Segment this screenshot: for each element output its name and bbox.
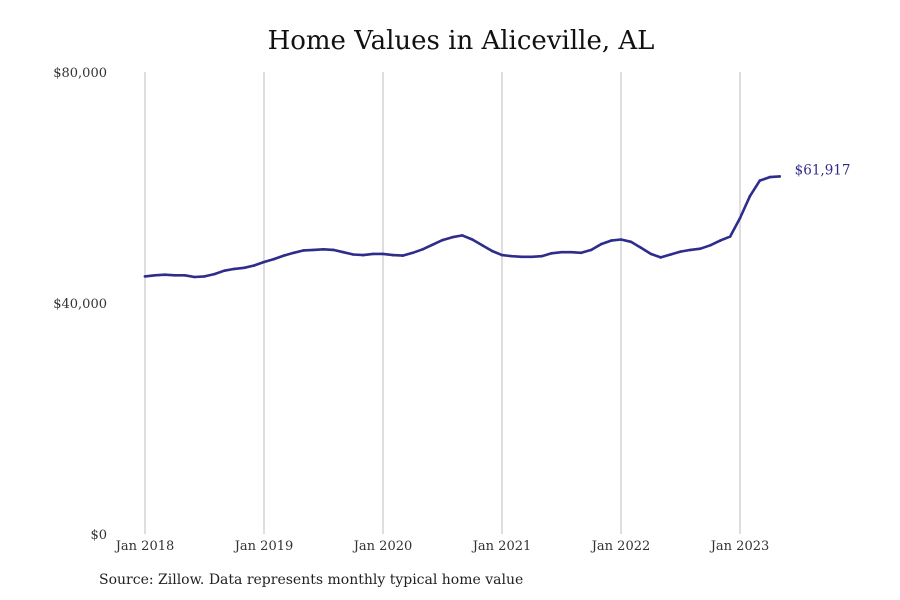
y-tick-label: $0 [90, 528, 107, 543]
data-point [223, 269, 226, 273]
series-line [143, 175, 781, 279]
data-point [292, 251, 296, 255]
y-tick-label: $80,000 [53, 66, 107, 81]
x-tick-label: Jan 2021 [471, 539, 532, 554]
y-tick-label: $40,000 [53, 297, 107, 312]
data-point [411, 251, 415, 255]
data-point [203, 275, 206, 278]
data-point [471, 238, 474, 241]
data-point [778, 175, 781, 178]
data-point [669, 253, 672, 256]
x-tick-label: Jan 2022 [590, 539, 651, 554]
end-value-label: $61,917 [795, 162, 851, 178]
data-point [570, 250, 573, 254]
y-axis-ticks: $0 $40,000 $80,000 [53, 66, 107, 543]
data-point [500, 253, 504, 257]
data-point [252, 264, 256, 267]
data-point [599, 242, 603, 246]
chart-title: Home Values in Aliceville, AL [267, 26, 655, 56]
data-point [461, 234, 464, 237]
x-tick-label: Jan 2020 [352, 539, 413, 554]
data-point [272, 257, 276, 261]
data-point [580, 251, 583, 255]
x-tick-label: Jan 2023 [709, 539, 770, 554]
data-point [679, 250, 682, 253]
data-point [361, 253, 365, 257]
data-point [421, 248, 425, 251]
x-tick-label: Jan 2018 [114, 539, 175, 554]
data-point [163, 273, 167, 277]
data-point [332, 248, 335, 252]
data-point [689, 248, 692, 252]
data-point [649, 252, 653, 256]
data-point [480, 244, 484, 247]
data-point [173, 274, 177, 277]
data-point [342, 250, 345, 254]
data-point [540, 254, 543, 258]
data-point [718, 239, 722, 242]
data-point [193, 275, 196, 279]
data-point [768, 175, 772, 179]
data-point [282, 254, 286, 257]
data-point [709, 244, 712, 247]
data-point [401, 254, 405, 257]
data-point [738, 216, 742, 220]
data-point [391, 253, 395, 257]
data-point [590, 248, 593, 252]
data-point [728, 235, 732, 238]
data-point [431, 243, 434, 246]
data-point [659, 256, 662, 259]
data-point [441, 238, 444, 242]
data-point [183, 274, 186, 277]
data-point [530, 255, 534, 259]
data-point [758, 179, 762, 182]
data-point [213, 272, 216, 276]
data-point [262, 260, 266, 264]
data-point [242, 266, 246, 270]
x-tick-label: Jan 2019 [233, 539, 294, 554]
gridlines [144, 72, 741, 534]
x-axis-ticks: Jan 2018 Jan 2019 Jan 2020 Jan 2021 Jan 2022… [114, 539, 770, 554]
data-point [322, 248, 325, 251]
data-point [639, 246, 643, 249]
data-point [609, 239, 613, 242]
data-point [371, 252, 375, 256]
data-point [699, 247, 702, 250]
data-point [153, 274, 157, 277]
data-point [748, 194, 752, 198]
data-point [381, 252, 385, 256]
data-point [302, 249, 306, 252]
data-point [490, 249, 494, 253]
data-point [451, 235, 454, 239]
data-point [143, 275, 147, 278]
data-point [352, 253, 355, 256]
data-point [520, 255, 524, 259]
data-point [233, 267, 236, 271]
data-point [629, 240, 633, 244]
source-note: Source: Zillow. Data represents monthly … [99, 572, 524, 588]
series-layer: $61,917 [143, 162, 851, 279]
data-point [510, 254, 514, 258]
data-point [560, 250, 563, 254]
data-point [550, 252, 553, 255]
data-point [619, 238, 623, 241]
data-point [312, 248, 315, 252]
